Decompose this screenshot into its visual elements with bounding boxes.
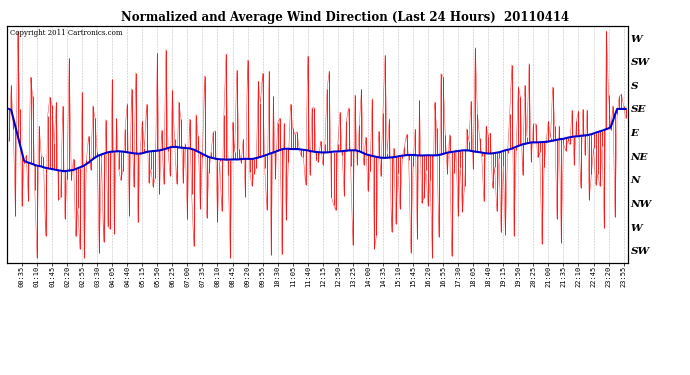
Text: Normalized and Average Wind Direction (Last 24 Hours)  20110414: Normalized and Average Wind Direction (L… xyxy=(121,11,569,24)
Text: Copyright 2011 Cartronics.com: Copyright 2011 Cartronics.com xyxy=(10,28,123,37)
